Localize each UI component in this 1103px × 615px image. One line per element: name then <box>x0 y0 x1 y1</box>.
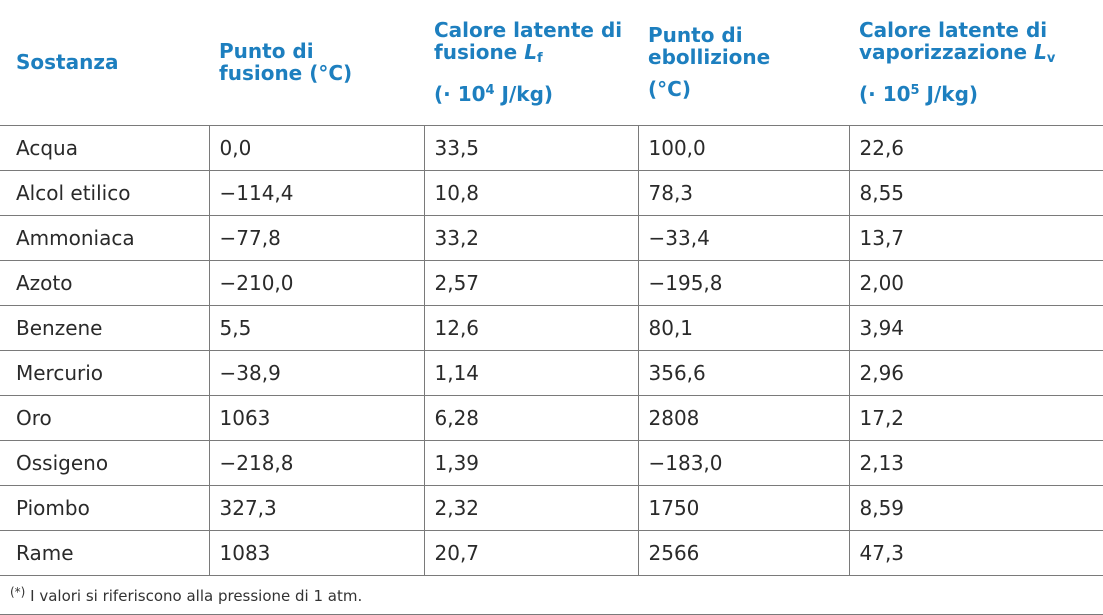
cell-punto-fusione: −218,8 <box>208 439 425 486</box>
cell-punto-fusione: −77,8 <box>208 214 425 261</box>
header-lf-symbol: L <box>524 40 537 65</box>
cell-punto-fusione: 327,3 <box>208 484 425 531</box>
table-row: Benzene 5,5 12,6 80,1 3,94 <box>0 304 1103 351</box>
header-lf-unit-prefix: (· 10 <box>434 82 486 107</box>
cell-punto-ebollizione: −33,4 <box>637 214 850 261</box>
cell-punto-fusione: 1083 <box>208 529 425 576</box>
cell-sostanza: Benzene <box>0 304 210 351</box>
cell-punto-ebollizione: −195,8 <box>637 259 850 306</box>
header-lv-exponent: 5 <box>910 83 920 99</box>
cell-sostanza: Alcol etilico <box>0 169 210 216</box>
header-calore-fusione-label: Calore latente di fusione <box>434 18 623 65</box>
header-calore-vaporizzazione: Calore latente di vaporizzazione Lv (· 1… <box>849 0 1103 126</box>
cell-calore-fusione: 10,8 <box>423 169 639 216</box>
cell-calore-fusione: 1,39 <box>423 439 639 486</box>
cell-sostanza: Rame <box>0 529 210 576</box>
cell-calore-vaporizzazione: 8,55 <box>848 169 1103 216</box>
cell-sostanza: Azoto <box>0 259 210 306</box>
cell-calore-fusione: 2,57 <box>423 259 639 306</box>
header-calore-fusione-block: Calore latente di fusione Lf <box>434 19 628 70</box>
header-calore-vaporizzazione-unit: (· 105 J/kg) <box>859 80 1093 105</box>
cell-calore-fusione: 33,2 <box>423 214 639 261</box>
cell-punto-fusione: 5,5 <box>208 304 425 351</box>
cell-calore-fusione: 6,28 <box>423 394 639 441</box>
table-row: Piombo 327,3 2,32 1750 8,59 <box>0 484 1103 531</box>
table-row: Alcol etilico −114,4 10,8 78,3 8,55 <box>0 169 1103 216</box>
cell-punto-fusione: −38,9 <box>208 349 425 396</box>
table-row: Ossigeno −218,8 1,39 −183,0 2,13 <box>0 439 1103 486</box>
table-row: Acqua 0,0 33,5 100,0 22,6 <box>0 124 1103 171</box>
header-lf-exponent: 4 <box>485 83 495 99</box>
cell-punto-fusione: 0,0 <box>208 124 425 171</box>
footnote-cell: (*) I valori si riferiscono alla pressio… <box>0 574 1103 615</box>
table-row: Rame 1083 20,7 2566 47,3 <box>0 529 1103 576</box>
header-lf-subscript: f <box>536 51 543 67</box>
header-sostanza: Sostanza <box>0 0 209 126</box>
footnote-marker: (*) <box>10 584 26 599</box>
header-punto-ebollizione-label: Punto di ebollizione <box>648 23 771 70</box>
table-row: Mercurio −38,9 1,14 356,6 2,96 <box>0 349 1103 396</box>
table-row: Oro 1063 6,28 2808 17,2 <box>0 394 1103 441</box>
cell-punto-fusione: −114,4 <box>208 169 425 216</box>
header-punto-fusione-label: Punto di fusione (°C) <box>219 39 353 86</box>
header-calore-vaporizzazione-label: Calore latente di vaporizzazione <box>859 18 1048 65</box>
header-lv-unit-prefix: (· 10 <box>859 82 911 107</box>
cell-calore-vaporizzazione: 2,13 <box>848 439 1103 486</box>
cell-punto-ebollizione: 1750 <box>637 484 850 531</box>
cell-calore-vaporizzazione: 22,6 <box>848 124 1103 171</box>
cell-sostanza: Acqua <box>0 124 210 171</box>
cell-calore-vaporizzazione: 13,7 <box>848 214 1103 261</box>
cell-sostanza: Oro <box>0 394 210 441</box>
cell-punto-ebollizione: 356,6 <box>637 349 850 396</box>
header-calore-vaporizzazione-block: Calore latente di vaporizzazione Lv <box>859 19 1093 70</box>
cell-punto-ebollizione: 78,3 <box>637 169 850 216</box>
header-punto-ebollizione-unit: (°C) <box>648 77 691 102</box>
cell-calore-fusione: 20,7 <box>423 529 639 576</box>
cell-punto-fusione: 1063 <box>208 394 425 441</box>
cell-calore-vaporizzazione: 3,94 <box>848 304 1103 351</box>
cell-calore-vaporizzazione: 17,2 <box>848 394 1103 441</box>
footnote-text: I valori si riferiscono alla pressione d… <box>25 586 363 605</box>
table-row: Ammoniaca −77,8 33,2 −33,4 13,7 <box>0 214 1103 261</box>
header-lv-subscript: v <box>1046 51 1056 67</box>
cell-calore-vaporizzazione: 47,3 <box>848 529 1103 576</box>
cell-calore-fusione: 33,5 <box>423 124 639 171</box>
cell-punto-ebollizione: −183,0 <box>637 439 850 486</box>
header-sostanza-label: Sostanza <box>16 50 119 75</box>
table-header-row: Sostanza Punto di fusione (°C) Calore la… <box>0 0 1103 126</box>
header-calore-fusione-unit: (· 104 J/kg) <box>434 80 628 105</box>
cell-punto-ebollizione: 2808 <box>637 394 850 441</box>
cell-sostanza: Ossigeno <box>0 439 210 486</box>
header-calore-fusione: Calore latente di fusione Lf (· 104 J/kg… <box>424 0 638 126</box>
cell-sostanza: Piombo <box>0 484 210 531</box>
cell-calore-vaporizzazione: 2,96 <box>848 349 1103 396</box>
cell-calore-fusione: 2,32 <box>423 484 639 531</box>
cell-calore-vaporizzazione: 8,59 <box>848 484 1103 531</box>
cell-punto-ebollizione: 2566 <box>637 529 850 576</box>
header-punto-fusione: Punto di fusione (°C) <box>209 0 424 126</box>
header-lv-unit-suffix: J/kg) <box>919 82 979 107</box>
header-lf-unit-suffix: J/kg) <box>494 82 554 107</box>
table-row: Azoto −210,0 2,57 −195,8 2,00 <box>0 259 1103 306</box>
cell-punto-ebollizione: 100,0 <box>637 124 850 171</box>
cell-punto-fusione: −210,0 <box>208 259 425 306</box>
header-lv-symbol: L <box>1034 40 1047 65</box>
cell-calore-fusione: 12,6 <box>423 304 639 351</box>
cell-sostanza: Ammoniaca <box>0 214 210 261</box>
cell-punto-ebollizione: 80,1 <box>637 304 850 351</box>
cell-calore-vaporizzazione: 2,00 <box>848 259 1103 306</box>
cell-calore-fusione: 1,14 <box>423 349 639 396</box>
header-punto-ebollizione: Punto di ebollizione (°C) <box>638 0 849 126</box>
footnote-row: (*) I valori si riferiscono alla pressio… <box>0 574 1103 615</box>
cell-sostanza: Mercurio <box>0 349 210 396</box>
